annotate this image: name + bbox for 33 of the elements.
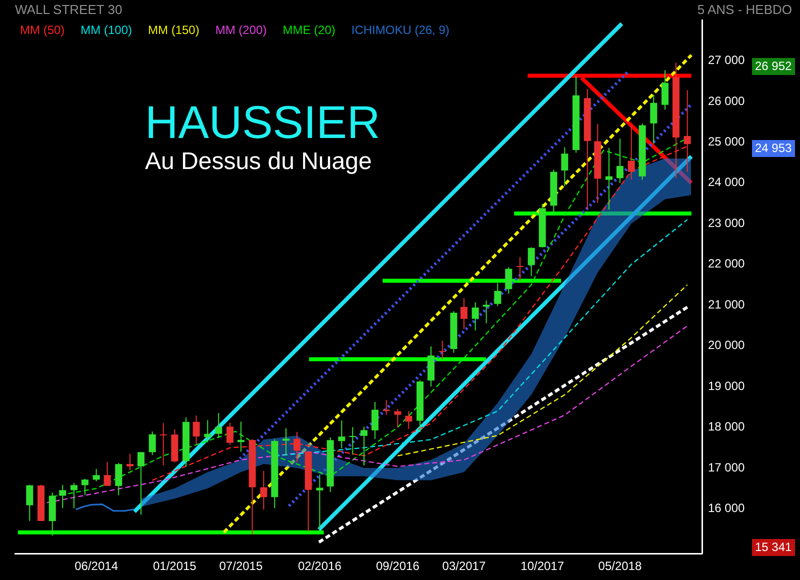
text: 15 341 [752, 539, 795, 556]
x-tick-label: 03/2017 [442, 559, 486, 574]
text: 24 953 [752, 140, 795, 157]
y-tick-label: 16 000 [708, 501, 746, 516]
y-tick-label: 20 000 [708, 338, 746, 352]
y-tick-label: 17 000 [708, 460, 746, 474]
x-tick-label: 01/2015 [152, 559, 197, 574]
y-tick-label: 27 000 [708, 53, 746, 68]
text: MM (100) [80, 23, 132, 37]
x-tick-label: 06/2014 [74, 559, 118, 574]
text: MME (20) [282, 23, 336, 37]
x-tick-label: 10/2017 [520, 559, 564, 574]
x-tick-label: 02/2016 [298, 559, 342, 574]
text: 5 ANS - HEBDO [697, 2, 792, 17]
annotation: HAUSSIER [145, 95, 380, 149]
y-tick-label: 23 000 [708, 216, 746, 230]
annotation: Au Dessus du Nuage [145, 148, 372, 176]
y-tick-label: 26 000 [708, 94, 746, 108]
text: 26 952 [752, 58, 795, 75]
y-tick-label: 21 000 [708, 297, 746, 312]
y-tick-label: 22 000 [708, 256, 746, 271]
y-tick-label: 24 000 [708, 175, 746, 190]
text: MM (150) [148, 23, 200, 37]
y-tick-label: 18 000 [708, 420, 746, 434]
text: ICHIMOKU (26, 9) [351, 23, 450, 37]
text: MM (200) [215, 23, 267, 37]
x-tick-label: 09/2016 [376, 559, 420, 574]
text: MM (50) [20, 23, 65, 37]
y-tick-label: 19 000 [708, 378, 746, 393]
y-tick-label: 25 000 [708, 134, 746, 149]
chart-title: WALL STREET 30 [15, 2, 122, 17]
x-tick-label: 05/2018 [598, 559, 642, 574]
x-tick-label: 07/2015 [219, 559, 263, 574]
